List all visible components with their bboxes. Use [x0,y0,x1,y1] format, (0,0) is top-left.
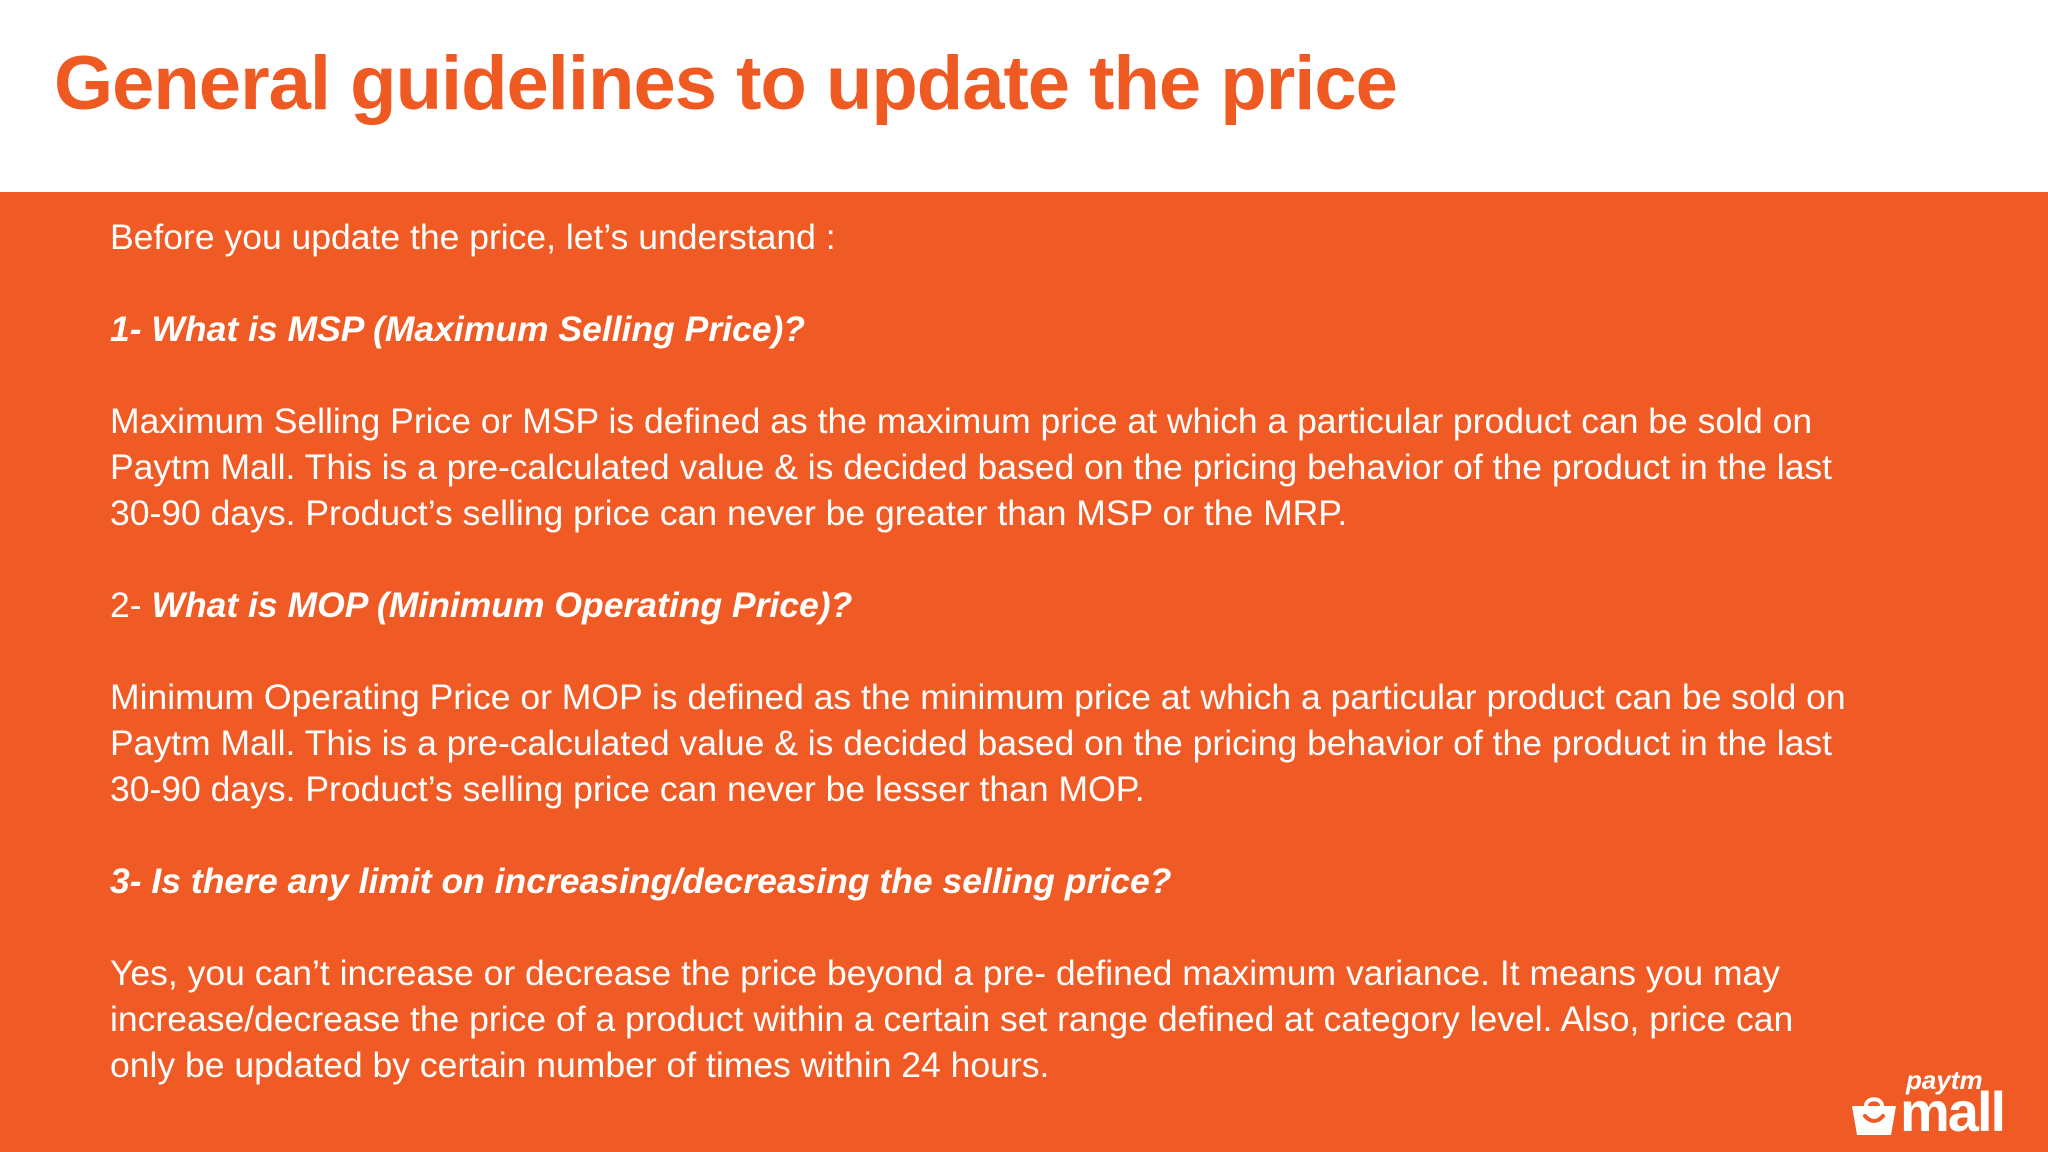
guidelines-text: Before you update the price, let’s under… [110,214,2010,1088]
spacer [110,628,2010,674]
mop-question: What is MOP (Minimum Operating Price)? [151,585,853,625]
limit-answer-line-2: increase/decrease the price of a product… [110,999,1794,1039]
content-panel: Before you update the price, let’s under… [0,192,2048,1152]
msp-answer-line-3: 30-90 days. Product’s selling price can … [110,493,1348,533]
logo-mall-text: mall [1900,1080,2006,1143]
page-title: General guidelines to update the price [54,41,1398,126]
msp-question: 1- What is MSP (Maximum Selling Price)? [110,309,806,349]
slide-header: General guidelines to update the price [0,0,2048,192]
spacer [110,536,2010,582]
logo-paytm-text: paytm [1906,1065,1983,1095]
paytm-mall-logo: paytm mall [1850,1065,2030,1143]
shopping-bag-icon [1852,1097,1896,1135]
msp-answer-line-2: Paytm Mall. This is a pre-calculated val… [110,447,1833,487]
spacer [110,904,2010,950]
mop-answer-line-1: Minimum Operating Price or MOP is define… [110,677,1846,717]
limit-answer-line-1: Yes, you can’t increase or decrease the … [110,953,1781,993]
intro-text: Before you update the price, let’s under… [110,217,836,257]
mop-question-row: 2- What is MOP (Minimum Operating Price)… [110,582,2010,628]
spacer [110,260,2010,306]
limit-answer-line-3: only be updated by certain number of tim… [110,1045,1050,1085]
spacer [110,812,2010,858]
mop-answer-line-2: Paytm Mall. This is a pre-calculated val… [110,723,1833,763]
mop-question-prefix: 2- [110,585,152,625]
msp-answer-line-1: Maximum Selling Price or MSP is defined … [110,401,1813,441]
spacer [110,352,2010,398]
mop-answer-line-3: 30-90 days. Product’s selling price can … [110,769,1145,809]
limit-question: 3- Is there any limit on increasing/decr… [110,861,1172,901]
